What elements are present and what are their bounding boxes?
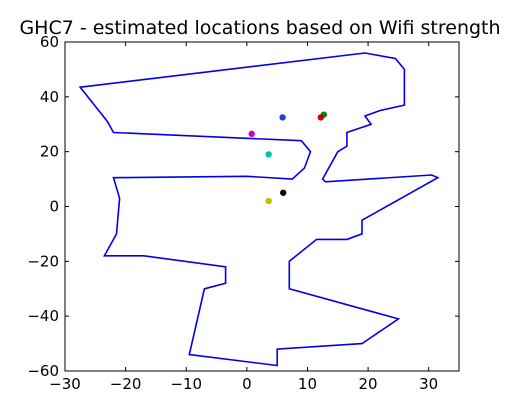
x-tick-label: −20 [110,375,142,393]
x-tick-label: 30 [419,375,438,393]
floorplan [78,52,440,367]
x-axis: −30 −20 −10 0 10 20 30 [49,42,438,393]
y-tick-label: 40 [40,88,59,106]
x-tick-label: 20 [359,375,378,393]
data-point [248,130,255,138]
floorplan-outline [78,52,440,367]
y-tick-label: −20 [27,252,59,270]
y-tick-label: −40 [27,307,59,325]
data-point [280,189,287,196]
y-tick-label: 60 [40,33,59,51]
x-tick-label: 10 [298,375,317,393]
y-tick-label: −60 [27,362,59,380]
x-tick-label: −10 [170,375,202,393]
y-axis: −60 −40 −20 0 20 40 60 [27,33,459,380]
chart-title: GHC7 - estimated locations based on Wifi… [19,17,500,39]
y-tick-label: 20 [40,143,59,161]
axes-frame [64,41,460,372]
x-tick-label: 0 [242,375,252,393]
plot-area [78,52,440,367]
x-tick-label: −30 [49,375,81,393]
data-point [317,114,324,121]
data-points [248,111,328,205]
data-point [265,197,272,205]
data-point [279,114,286,121]
y-tick-label: 0 [49,198,59,216]
data-point [265,151,272,158]
